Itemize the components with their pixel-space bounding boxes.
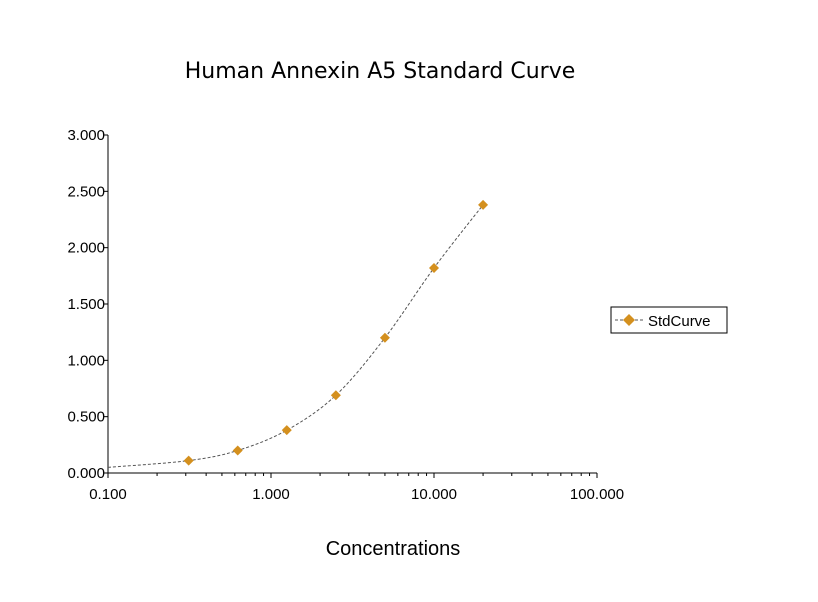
x-tick-label: 0.100 (89, 486, 127, 503)
series-layer (107, 199, 489, 468)
y-ticks: 0.000 0.500 1.000 1.500 2.000 2.500 3.000 (67, 127, 108, 482)
x-axis-label: Concentrations (326, 538, 461, 560)
axes (107, 135, 597, 474)
y-tick-label: 0.500 (67, 409, 105, 426)
data-point (232, 445, 243, 456)
y-tick-label: 2.500 (67, 183, 105, 200)
x-tick-label: 100.000 (570, 486, 624, 503)
legend-label: StdCurve (648, 313, 711, 330)
chart-title: Human Annexin A5 Standard Curve (185, 59, 576, 84)
data-point (183, 455, 194, 466)
data-point (379, 332, 390, 343)
y-tick-label: 1.500 (67, 296, 105, 313)
series-line-stdcurve (107, 204, 484, 468)
data-point (429, 262, 439, 273)
x-tick-label: 10.000 (411, 486, 457, 503)
data-point (281, 425, 292, 436)
legend-marker (623, 314, 635, 326)
data-point (478, 199, 489, 210)
y-tick-label: 0.000 (67, 465, 105, 482)
data-point (330, 390, 341, 401)
y-tick-label: 1.000 (67, 352, 105, 369)
x-tick-label: 1.000 (252, 486, 290, 503)
legend: StdCurve (610, 306, 728, 334)
y-tick-label: 3.000 (67, 127, 105, 144)
y-tick-label: 2.000 (67, 240, 105, 257)
x-ticks: 0.100 1.000 10.000 100.000 (89, 473, 624, 503)
